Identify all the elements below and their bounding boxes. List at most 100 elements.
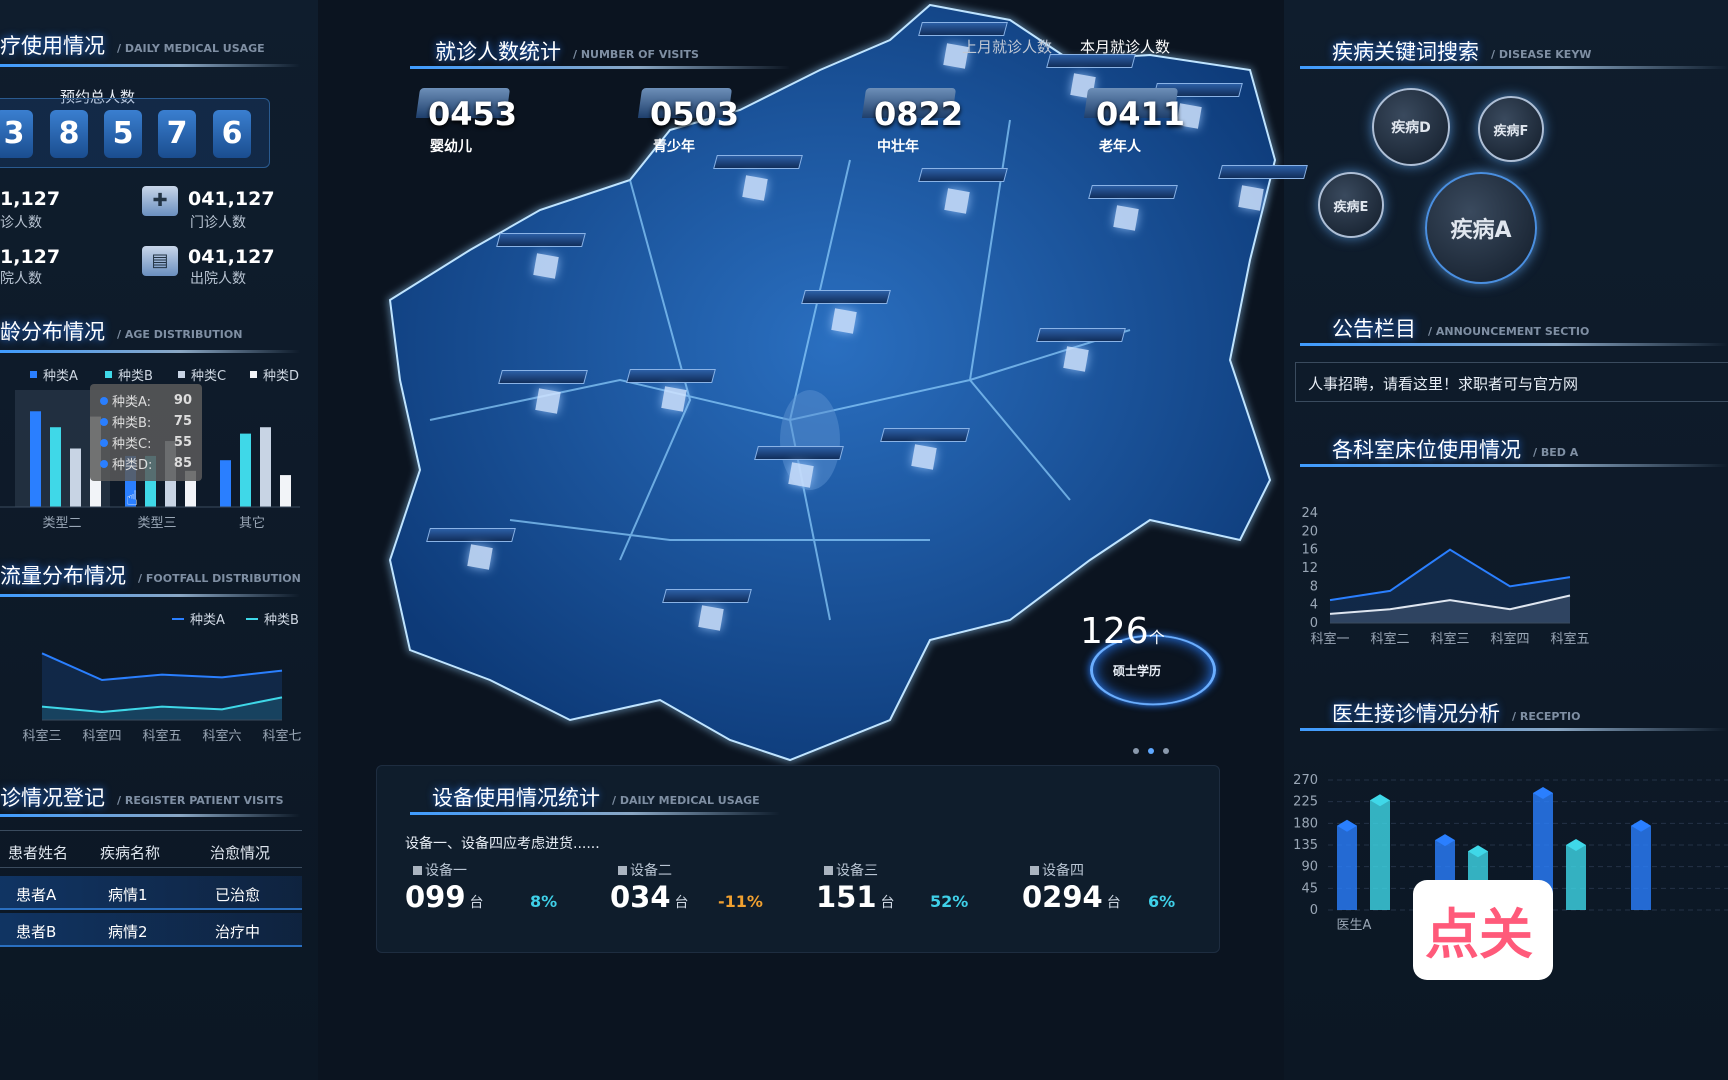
bar-种类D: [280, 475, 291, 507]
y-tick-label: 20: [1301, 524, 1318, 539]
map-label[interactable]: [496, 233, 586, 247]
map-marker[interactable]: [698, 605, 724, 631]
equipment-note: 设备一、设备四应考虑进货......: [405, 836, 600, 852]
bar-种类C: [70, 448, 81, 507]
legend-item[interactable]: 种类B: [246, 609, 299, 628]
age-title-en: / AGE DISTRIBUTION: [117, 328, 243, 341]
legend-label: 种类D: [263, 369, 300, 384]
bed-usage-chart[interactable]: 0 4 8 12 16 20 24 科室一 科室二 科室三 科室四 科室五: [1290, 500, 1728, 675]
x-tick-label: 类型二: [42, 516, 81, 531]
y-tick-label: 24: [1301, 506, 1318, 521]
map-label[interactable]: [918, 22, 1008, 36]
stat-label: 院人数: [0, 271, 42, 287]
follow-badge-icon: 点关: [1413, 880, 1553, 980]
map-marker[interactable]: [911, 444, 937, 470]
tooltip-row: 种类C: 55: [100, 432, 192, 453]
carousel-dot[interactable]: [1148, 748, 1154, 754]
equipment-unit: 台: [469, 895, 484, 911]
equipment-title-cn: 设备使用情况统计: [432, 786, 600, 810]
table-row[interactable]: 患者B 病情2 治疗中: [0, 913, 302, 947]
bar-cap: [1533, 787, 1553, 799]
column-header[interactable]: 疾病名称: [100, 844, 161, 862]
map-marker[interactable]: [1113, 205, 1139, 231]
series-area: [1330, 595, 1570, 623]
bed-title: 各科室床位使用情况 / BED A: [1332, 418, 1578, 464]
register-title-en: / REGISTER PATIENT VISITS: [117, 794, 284, 807]
cell-patient: 患者A: [16, 886, 57, 904]
equipment-unit: 台: [1106, 895, 1121, 911]
legend-item[interactable]: 种类C: [178, 365, 226, 384]
map-marker[interactable]: [661, 386, 687, 412]
carousel-dots[interactable]: [1133, 748, 1169, 754]
y-tick-label: 180: [1293, 816, 1318, 831]
bar-种类B: [240, 433, 251, 507]
map-marker[interactable]: [742, 175, 768, 201]
map-label[interactable]: [713, 155, 803, 169]
y-tick-label: 0: [1310, 616, 1318, 631]
tooltip-value: 75: [173, 414, 192, 429]
disease-bubble[interactable]: 疾病A: [1425, 172, 1537, 284]
legend-item[interactable]: 种类B: [105, 365, 153, 384]
equipment-name: 设备一: [413, 860, 467, 880]
divider: [1300, 66, 1728, 69]
table-row[interactable]: 患者A 病情1 已治愈: [0, 876, 302, 910]
map-marker[interactable]: [1063, 346, 1089, 372]
map-label[interactable]: [880, 428, 970, 442]
x-tick-label: 科室二: [1370, 631, 1409, 647]
carousel-dot[interactable]: [1133, 748, 1139, 754]
disease-bubble[interactable]: 疾病F: [1478, 96, 1544, 162]
kpi-label: 老年人: [1099, 139, 1141, 155]
map-marker[interactable]: [788, 462, 814, 488]
cell-status: 已治愈: [215, 886, 261, 904]
this-month-tab[interactable]: 本月就诊人数: [1080, 38, 1171, 56]
announce-title-cn: 公告栏目: [1332, 317, 1416, 341]
last-month-tab[interactable]: 上月就诊人数: [962, 38, 1053, 56]
region-map[interactable]: [370, 0, 1290, 770]
stat-value: 1,127: [0, 246, 61, 268]
map-label[interactable]: [662, 589, 752, 603]
bar-cap: [1566, 839, 1586, 851]
map-marker[interactable]: [533, 253, 559, 279]
carousel-dot[interactable]: [1163, 748, 1169, 754]
divider: [410, 812, 780, 815]
equipment-unit: 台: [880, 895, 895, 911]
cell-disease: 病情1: [108, 886, 148, 904]
map-marker[interactable]: [1238, 185, 1264, 211]
equipment-title-en: / DAILY MEDICAL USAGE: [612, 794, 760, 807]
legend-item[interactable]: 种类A: [30, 365, 78, 384]
kpi-value: 0411: [1096, 95, 1186, 133]
x-tick-label: 科室六: [202, 728, 241, 744]
stat-label: 出院人数: [190, 271, 246, 287]
column-header[interactable]: 治愈情况: [210, 844, 271, 862]
footfall-line-chart[interactable]: 科室三 科室四 科室五 科室六 科室七: [0, 640, 310, 755]
map-marker[interactable]: [535, 388, 561, 414]
map-marker[interactable]: [831, 308, 857, 334]
legend-item[interactable]: 种类A: [172, 609, 225, 628]
bar-种类A: [220, 460, 231, 507]
column-header[interactable]: 患者姓名: [8, 844, 69, 862]
cell-patient: 患者B: [16, 923, 57, 941]
register-title-cn: 诊情况登记: [0, 786, 105, 810]
map-label[interactable]: [626, 369, 716, 383]
map-marker[interactable]: [944, 188, 970, 214]
map-label[interactable]: [498, 370, 588, 384]
map-label[interactable]: [1088, 185, 1178, 199]
legend-item[interactable]: 种类D: [250, 365, 299, 384]
x-tick-label: 科室四: [82, 728, 121, 744]
tooltip-value: 90: [173, 393, 192, 408]
disease-bubble[interactable]: 疾病E: [1318, 172, 1384, 238]
stat-value: 041,127: [188, 188, 275, 210]
announcement-marquee[interactable]: 人事招聘，请看这里！求职者可与官方网: [1295, 362, 1728, 402]
legend-label: 种类A: [190, 613, 225, 628]
map-marker[interactable]: [467, 544, 493, 570]
y-tick-label: 4: [1310, 598, 1318, 613]
map-label[interactable]: [1218, 165, 1308, 179]
disease-bubble[interactable]: 疾病D: [1372, 88, 1450, 166]
map-label[interactable]: [1036, 328, 1126, 342]
map-label[interactable]: [918, 168, 1008, 182]
x-tick-label: 科室四: [1490, 631, 1529, 647]
tooltip-row: 种类A: 90: [100, 390, 192, 411]
map-label[interactable]: [426, 528, 516, 542]
map-label[interactable]: [801, 290, 891, 304]
map-label[interactable]: [754, 446, 844, 460]
